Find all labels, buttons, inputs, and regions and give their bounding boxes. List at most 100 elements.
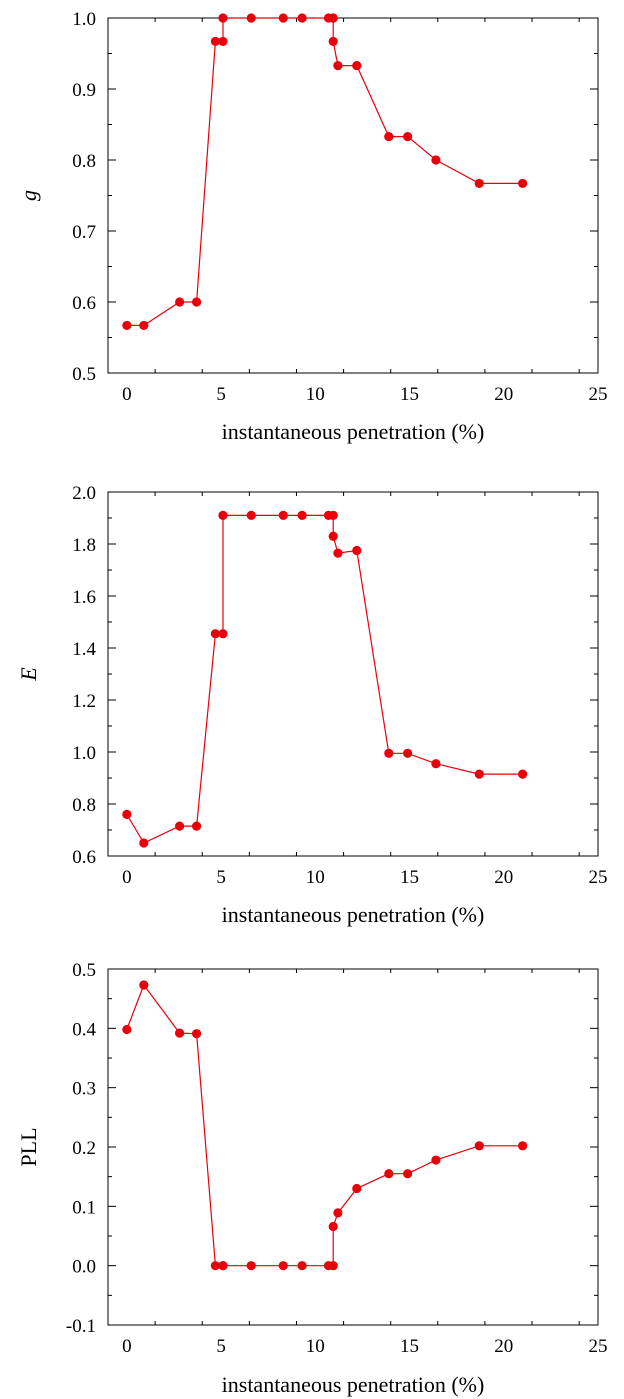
- plot-frame: [107, 17, 599, 374]
- x-tick-label: 5: [216, 1336, 226, 1357]
- series-line: [126, 983, 523, 1267]
- data-point: [246, 13, 256, 23]
- data-point: [175, 1028, 185, 1038]
- data-point: [518, 1141, 528, 1151]
- data-point: [191, 297, 202, 307]
- data-point: [297, 510, 307, 520]
- x-tick-label: 20: [494, 1336, 513, 1357]
- data-point: [139, 320, 149, 331]
- data-point: [297, 1261, 307, 1271]
- x-tick-label: 5: [216, 384, 226, 405]
- data-point: [431, 759, 441, 769]
- data-point: [431, 155, 441, 165]
- x-tick-label: 15: [400, 867, 419, 888]
- data-point: [278, 510, 288, 520]
- y-tick-label: 0.0: [72, 1257, 96, 1278]
- x-tick-label: 10: [306, 867, 325, 888]
- x-tick-label: 0: [122, 1336, 132, 1357]
- y-tick-label: 0.4: [72, 1019, 96, 1040]
- y-axis-title: E: [16, 667, 41, 682]
- y-tick-label: 1.4: [72, 639, 96, 660]
- data-point: [403, 131, 413, 142]
- y-tick-label: -0.1: [66, 1316, 96, 1337]
- data-point: [403, 1169, 413, 1179]
- data-point: [191, 821, 202, 831]
- data-point: [333, 548, 343, 558]
- y-tick-label: 0.7: [72, 222, 96, 243]
- y-tick-label: 0.1: [72, 1197, 96, 1218]
- x-tick-label: 10: [306, 384, 325, 405]
- data-point: [352, 60, 362, 71]
- chart-3: 0 5 10 15 20 25 -0.1 0.0 0.1 0.2 0.3 0.4 0.5 instanta…: [16, 960, 608, 1397]
- y-tick-label: 0.5: [72, 960, 96, 981]
- y-tick-label: 0.6: [72, 293, 96, 314]
- data-point: [431, 1155, 441, 1165]
- y-tick-label: 1.0: [72, 9, 96, 30]
- data-point: [328, 36, 338, 47]
- y-tick-label: 1.6: [72, 587, 96, 608]
- x-tick-label: 10: [306, 1336, 325, 1357]
- x-tick-label: 25: [589, 384, 608, 405]
- data-point: [328, 510, 338, 520]
- y-tick-label: 1.0: [72, 743, 96, 764]
- y-tick-label: 1.8: [72, 535, 96, 556]
- data-point: [246, 1261, 256, 1271]
- data-point: [210, 36, 221, 47]
- x-tick-label: 25: [589, 867, 608, 888]
- data-point: [218, 13, 228, 23]
- data-point: [403, 748, 413, 758]
- data-point: [518, 178, 528, 189]
- data-point: [218, 36, 228, 47]
- x-tick-label: 0: [122, 384, 132, 405]
- data-point: [518, 769, 528, 779]
- data-point: [474, 769, 484, 779]
- y-axis-title: PLL: [16, 1127, 41, 1166]
- x-axis-title: instantaneous penetration (%): [222, 1372, 485, 1397]
- series-line: [126, 514, 523, 844]
- chart-1: 0 5 10 15 20 25 0.5 0.6 0.7 0.8 0.9 1.0 instantaneou…: [16, 9, 608, 444]
- data-point: [122, 1024, 132, 1035]
- data-point: [122, 809, 132, 820]
- y-tick-label: 0.3: [72, 1079, 96, 1100]
- data-point: [218, 1261, 228, 1271]
- data-point: [474, 178, 484, 189]
- x-tick-label: 20: [494, 867, 513, 888]
- y-tick-label: 0.5: [72, 364, 96, 385]
- data-point: [328, 1261, 338, 1271]
- data-point: [191, 1029, 202, 1039]
- x-tick-label: 20: [494, 384, 513, 405]
- x-axis-title: instantaneous penetration (%): [222, 902, 485, 927]
- data-point: [139, 838, 149, 848]
- data-point: [210, 1261, 221, 1271]
- data-point: [218, 510, 228, 520]
- series-line: [126, 17, 523, 326]
- data-point: [278, 13, 288, 23]
- data-point: [352, 545, 362, 556]
- data-point: [328, 531, 338, 541]
- data-point: [175, 297, 185, 307]
- y-tick-label: 0.8: [72, 795, 96, 816]
- plot-frame: [107, 491, 599, 857]
- data-point: [210, 629, 221, 639]
- data-point: [384, 748, 394, 758]
- data-point: [122, 320, 132, 331]
- x-tick-label: 25: [589, 1336, 608, 1357]
- data-point: [139, 980, 149, 990]
- data-point: [175, 821, 185, 831]
- data-point: [384, 131, 394, 142]
- data-point: [246, 510, 256, 520]
- data-point: [333, 60, 343, 71]
- data-point: [328, 1221, 338, 1232]
- y-tick-label: 0.8: [72, 151, 96, 172]
- x-tick-label: 15: [400, 1336, 419, 1357]
- data-point: [278, 1261, 288, 1271]
- y-tick-label: 0.6: [72, 847, 96, 868]
- data-point: [218, 629, 228, 639]
- x-tick-label: 15: [400, 384, 419, 405]
- x-axis-title: instantaneous penetration (%): [222, 419, 485, 444]
- y-tick-label: 1.2: [72, 691, 96, 712]
- data-point: [384, 1169, 394, 1179]
- y-tick-label: 0.2: [72, 1138, 96, 1159]
- data-point: [352, 1183, 362, 1194]
